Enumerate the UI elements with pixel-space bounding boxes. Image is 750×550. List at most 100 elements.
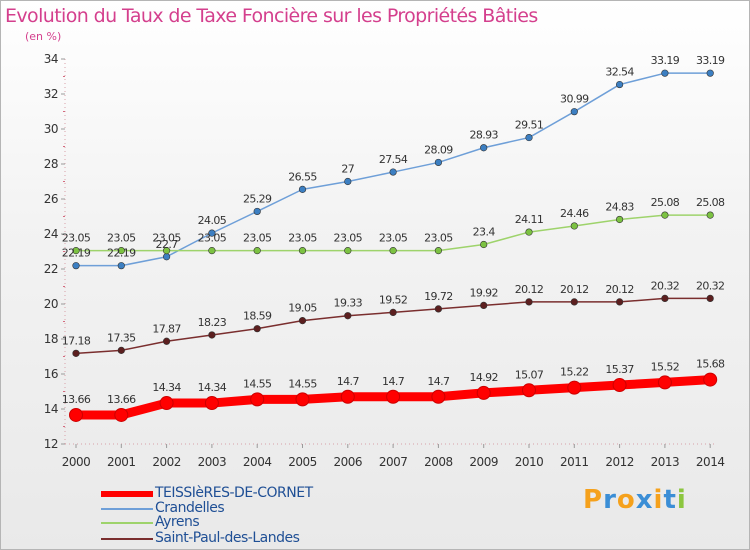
data-point-3	[434, 305, 443, 313]
y-tick-label: 22	[44, 262, 58, 276]
legend-label-crandelles: Crandelles	[155, 500, 225, 516]
data-point-1	[480, 144, 488, 152]
y-tick-label: 24	[44, 227, 58, 241]
data-label: 14.55	[243, 377, 272, 390]
data-point-2	[344, 247, 352, 255]
data-point-3	[389, 308, 397, 317]
y-tick-label: 26	[44, 192, 58, 206]
data-label: 30.99	[560, 93, 589, 106]
data-point-2	[163, 247, 171, 255]
data-label: 20.32	[651, 279, 680, 292]
data-label: 22.19	[107, 247, 136, 260]
data-point-0	[114, 407, 129, 422]
axes: 12 14 16 18 20 22 24 26 28 30 32 34 2000 2001 2002 2003…	[44, 52, 725, 469]
data-label: 15.22	[560, 366, 589, 379]
x-tick-label: 2008	[424, 455, 453, 469]
unit-label: (en %)	[25, 30, 62, 43]
logo-letter: P	[583, 485, 604, 515]
data-point-3	[706, 294, 714, 303]
data-point-3	[570, 298, 578, 306]
data-point-0	[69, 407, 83, 422]
data-point-3	[72, 349, 80, 357]
y-tick-label: 30	[44, 122, 58, 136]
x-tick-label: 2002	[152, 455, 181, 469]
data-label: 33.19	[651, 54, 680, 67]
data-label: 23.05	[107, 232, 136, 245]
data-label: 15.52	[651, 360, 680, 373]
data-point-1	[163, 253, 171, 261]
y-tick-label: 18	[44, 332, 58, 346]
data-point-1	[208, 229, 216, 237]
data-label: 23.05	[424, 232, 453, 245]
data-label: 25.29	[243, 192, 272, 205]
logo-letter: x	[635, 485, 654, 515]
data-point-2	[706, 211, 714, 219]
data-point-2	[298, 247, 307, 255]
data-label: 22.19	[62, 247, 91, 260]
data-point-2	[615, 215, 624, 224]
y-tick-label: 28	[44, 157, 58, 171]
data-point-1	[615, 80, 624, 89]
series-layer	[69, 69, 718, 422]
data-label: 14.55	[288, 377, 317, 390]
x-tick-label: 2012	[605, 455, 634, 469]
data-point-2	[72, 247, 80, 255]
data-point-3	[117, 346, 125, 354]
data-label: 25.08	[696, 196, 725, 209]
data-point-0	[703, 372, 718, 387]
data-label: 24.83	[605, 200, 634, 213]
data-label: 20.12	[515, 283, 544, 296]
data-label: 23.05	[334, 232, 363, 245]
data-label: 14.34	[198, 381, 227, 394]
data-point-1	[344, 177, 352, 186]
data-point-1	[117, 262, 125, 270]
data-label: 15.68	[696, 358, 725, 371]
data-point-3	[163, 337, 171, 345]
data-label: 22.7	[156, 238, 179, 251]
y-tick-label: 14	[44, 402, 58, 416]
data-point-3	[253, 325, 261, 333]
proxiti-logo: Proxiti	[583, 485, 687, 515]
data-point-2	[434, 247, 443, 255]
legend-swatch-saint-paul	[101, 538, 153, 540]
data-point-3	[298, 317, 307, 325]
data-point-3	[615, 298, 624, 306]
data-label: 28.09	[424, 143, 453, 156]
data-point-1	[72, 262, 80, 270]
legend-label-ayrens: Ayrens	[155, 514, 200, 530]
y-tick-label: 32	[44, 87, 58, 101]
legend-label-teissieres: TEISSIèRES-DE-CORNET	[155, 485, 313, 501]
data-label: 32.54	[605, 66, 634, 79]
data-label: 23.05	[198, 232, 227, 245]
legend-swatch-teissieres	[101, 491, 153, 497]
data-label: 26.55	[288, 170, 317, 183]
logo-letter: i	[653, 485, 664, 515]
data-label: 23.05	[62, 232, 91, 245]
data-point-3	[525, 298, 533, 306]
logo-letter: t	[663, 485, 677, 515]
data-point-1	[661, 69, 669, 77]
data-label: 14.7	[337, 375, 360, 388]
data-label: 23.05	[288, 232, 317, 245]
data-label: 27.54	[379, 153, 408, 166]
data-label: 19.72	[424, 290, 453, 303]
data-label: 19.92	[469, 286, 498, 299]
logo-letter: r	[603, 485, 617, 515]
data-label: 14.7	[427, 375, 450, 388]
data-label: 28.93	[469, 129, 498, 142]
x-tick-label: 2006	[334, 455, 363, 469]
data-label: 25.08	[651, 196, 680, 209]
data-label: 24.05	[198, 214, 227, 227]
data-label: 23.05	[243, 232, 272, 245]
data-point-2	[480, 240, 488, 249]
x-tick-label: 2001	[107, 455, 136, 469]
data-point-2	[117, 247, 125, 255]
data-point-3	[208, 331, 216, 339]
data-point-0	[657, 375, 672, 390]
data-label: 20.12	[560, 283, 589, 296]
data-point-0	[612, 378, 627, 393]
data-point-2	[570, 222, 578, 230]
data-point-2	[661, 211, 669, 219]
logo-letter: o	[616, 485, 636, 515]
